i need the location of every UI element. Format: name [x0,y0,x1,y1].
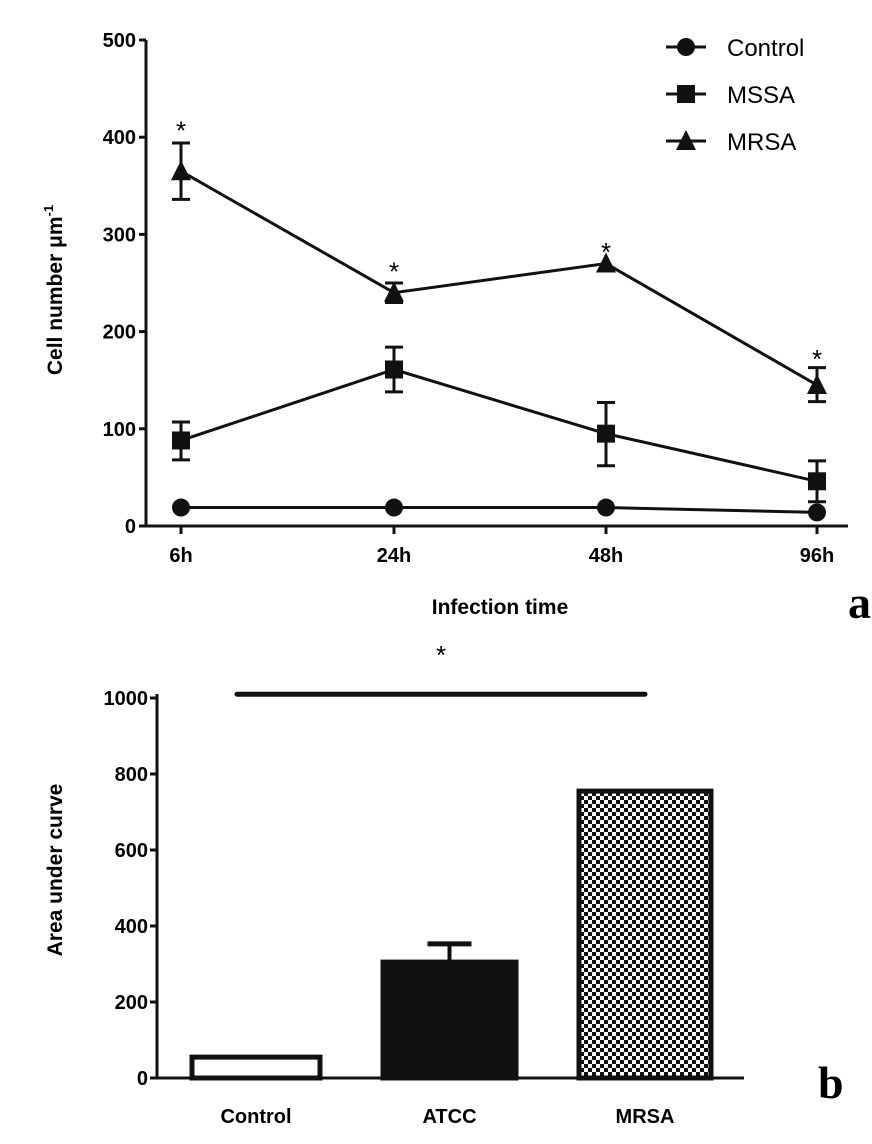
legend-marker-mssa [677,85,695,103]
data-point-mssa [385,360,403,379]
data-point-control [172,498,190,517]
y-tick-label: 200 [103,322,136,344]
y-tick-label: 1000 [104,688,149,710]
significance-star: * [812,344,822,374]
y-tick-label: 0 [125,516,136,538]
bar-control [189,1054,323,1081]
data-point-control [385,498,403,517]
y-tick-label: 300 [103,224,136,246]
x-tick-label: Control [220,1106,291,1128]
legend-label: MRSA [727,129,796,156]
data-point-mrsa [807,374,827,395]
data-point-mrsa [596,252,616,273]
legend-label: Control [727,35,804,62]
data-point-mrsa [384,281,404,302]
x-tick-label: MRSA [616,1106,675,1128]
x-tick-label: 24h [377,545,411,567]
data-point-mrsa [171,160,191,181]
data-point-mssa [597,424,615,443]
panel-label-b: b [818,1057,844,1108]
x-axis-label-a: Infection time [432,596,569,619]
y-tick-label: 500 [103,30,136,52]
legend-marker-mrsa [676,130,696,150]
significance-star: * [176,115,186,145]
y-tick-label: 100 [103,419,136,441]
y-tick-label: 200 [115,992,148,1014]
y-tick-label: 400 [103,127,136,149]
y-axis-label-b: Area under curve [44,784,67,957]
data-point-mssa [808,472,826,491]
significance-star: * [389,256,399,286]
panel-label-a: a [848,577,871,628]
significance-star: * [601,237,611,267]
x-tick-label: ATCC [422,1106,476,1128]
bar-chart-b: Control ATCC MRSA 0 200 400 600 800 1000 * [104,640,744,1128]
data-point-control [597,498,615,517]
x-tick-label: 96h [800,545,834,567]
y-tick-label: 0 [137,1068,148,1090]
significance-star: * [436,640,446,670]
line-chart-a: 0 100 200 300 400 500 6h 24h 48h 96h * * * * Control MS… [103,30,848,567]
x-tick-label: 6h [169,545,192,567]
x-tick-label: 48h [589,545,623,567]
legend-label: MSSA [727,82,795,109]
y-tick-label: 400 [115,916,148,938]
y-axis-label-a: Cell number μm-1 [41,205,67,375]
data-point-mssa [172,431,190,450]
series-line-control [181,506,818,514]
y-tick-label: 600 [115,840,148,862]
bar-atcc [380,959,519,1081]
series-line-mssa [180,367,818,483]
series-line-mrsa [180,169,818,387]
legend-marker-control [677,38,695,56]
y-tick-label: 800 [115,764,148,786]
bar-mrsa [576,788,714,1081]
data-point-control [808,503,826,522]
